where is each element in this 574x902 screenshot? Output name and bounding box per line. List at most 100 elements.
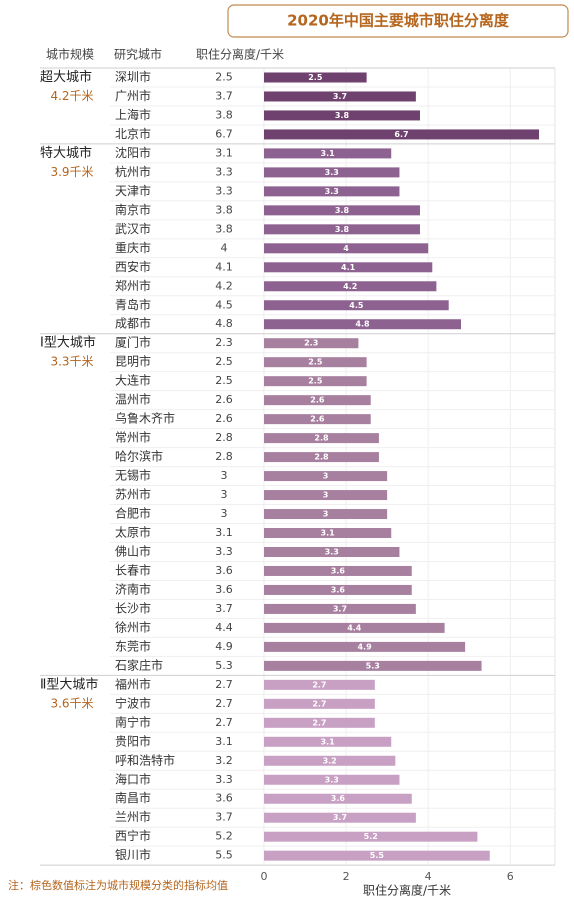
bar	[264, 452, 379, 463]
value-text: 2.7	[215, 678, 233, 691]
value-text: 3.3	[215, 545, 233, 558]
bar-label: 2.5	[308, 358, 323, 367]
value-text: 3.2	[215, 754, 233, 767]
category-label: 郑州市	[115, 278, 151, 293]
bar	[264, 281, 437, 292]
bar	[264, 490, 388, 501]
x-tick-label: 4	[425, 870, 432, 883]
bar	[264, 433, 379, 444]
category-label: 厦门市	[115, 335, 151, 350]
bar	[264, 641, 466, 652]
value-text: 5.3	[215, 659, 233, 672]
bar	[264, 110, 420, 121]
value-text: 3.6	[215, 564, 233, 577]
bar	[264, 622, 445, 633]
value-text: 3.1	[215, 735, 233, 748]
bar-label: 3.6	[331, 794, 346, 803]
category-label: 徐州市	[115, 619, 151, 634]
bar	[264, 148, 392, 159]
category-label: 无锡市	[115, 468, 151, 483]
bar	[264, 660, 482, 671]
bar-label: 4.8	[355, 320, 370, 329]
value-text: 2.6	[215, 393, 233, 406]
x-tick-label: 6	[507, 870, 514, 883]
group-mean: 3.3千米	[50, 355, 93, 369]
bar-label: 5.5	[370, 851, 385, 860]
value-text: 2.8	[215, 431, 233, 444]
value-text: 2.6	[215, 412, 233, 425]
column-header: 研究城市	[114, 47, 162, 62]
bar	[264, 546, 400, 557]
bar-label: 2.7	[312, 680, 326, 689]
bar-label: 2.7	[312, 699, 326, 708]
bar	[264, 509, 388, 520]
bar	[264, 319, 462, 330]
value-text: 3.3	[215, 184, 233, 197]
value-text: 2.7	[215, 716, 233, 729]
group-mean: 4.2千米	[50, 89, 93, 103]
value-text: 4.2	[215, 279, 233, 292]
value-text: 3	[221, 488, 228, 501]
bar	[264, 528, 392, 539]
bar-label: 4.1	[341, 263, 356, 272]
bar-label: 4	[343, 244, 349, 253]
category-label: 长沙市	[115, 600, 151, 615]
bar-label: 3.8	[335, 111, 350, 120]
bar-label: 2.6	[310, 396, 325, 405]
category-label: 天津市	[115, 183, 151, 198]
value-text: 3.3	[215, 773, 233, 786]
bar-label: 3.6	[331, 585, 346, 594]
bar-label: 3	[323, 491, 329, 500]
note: 注：棕色数值标注为城市规模分类的指标均值	[8, 878, 228, 892]
bar-label: 3.1	[321, 529, 336, 538]
bar-label: 3	[323, 472, 329, 481]
bar	[264, 717, 375, 728]
bar	[264, 262, 433, 273]
value-text: 3.1	[215, 146, 233, 159]
bar	[264, 679, 375, 690]
group-label: Ⅰ型大城市	[40, 335, 96, 351]
value-text: 2.7	[215, 697, 233, 710]
bar-label: 3.1	[321, 149, 336, 158]
value-text: 4	[221, 241, 228, 254]
group-label: Ⅱ型大城市	[40, 676, 98, 692]
bar-label: 3.7	[333, 813, 347, 822]
x-tick-label: 2	[343, 870, 350, 883]
category-label: 西宁市	[115, 828, 151, 843]
category-label: 海口市	[115, 771, 151, 786]
bar-label: 3.3	[325, 187, 339, 196]
category-label: 佛山市	[115, 543, 151, 558]
bar-label: 4.4	[347, 623, 362, 632]
group-label: 特大城市	[40, 145, 92, 161]
value-text: 3.8	[215, 108, 233, 121]
bar	[264, 736, 392, 747]
bar-label: 3.7	[333, 92, 347, 101]
bar-label: 6.7	[394, 130, 408, 139]
value-text: 2.5	[215, 374, 233, 387]
bar	[264, 338, 359, 349]
bar-label: 4.5	[349, 301, 364, 310]
category-label: 银川市	[115, 847, 151, 862]
bar	[264, 300, 449, 311]
category-label: 深圳市	[115, 69, 151, 84]
category-label: 福州市	[115, 676, 151, 691]
bar	[264, 72, 367, 83]
bar-label: 2.7	[312, 718, 326, 727]
category-label: 宁波市	[115, 695, 151, 710]
bar-label: 3.8	[335, 225, 350, 234]
value-text: 3.3	[215, 165, 233, 178]
bar	[264, 584, 412, 595]
value-text: 2.8	[215, 450, 233, 463]
bar	[264, 205, 420, 216]
bar-label: 3.1	[321, 737, 336, 746]
group-mean: 3.6千米	[50, 696, 93, 710]
value-text: 4.8	[215, 317, 233, 330]
category-label: 贵阳市	[115, 733, 151, 748]
category-label: 南昌市	[115, 790, 151, 805]
bar-label: 3.8	[335, 206, 350, 215]
group-label: 超大城市	[40, 69, 92, 85]
column-header: 职住分离度/千米	[196, 47, 284, 62]
category-label: 常州市	[115, 430, 151, 445]
category-label: 南京市	[115, 202, 151, 217]
group-mean: 3.9千米	[50, 165, 93, 179]
